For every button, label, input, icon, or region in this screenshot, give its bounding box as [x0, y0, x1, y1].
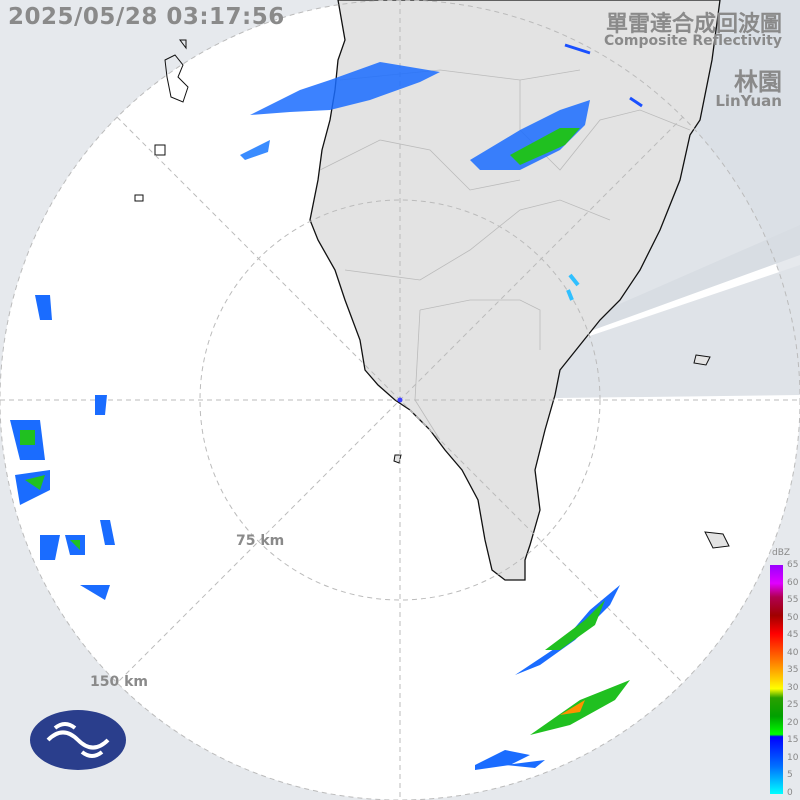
- radar-site-marker: [397, 397, 403, 403]
- legend-tick: 55: [787, 595, 799, 605]
- legend-tick: 65: [787, 560, 799, 570]
- legend-tick: 60: [787, 577, 799, 588]
- legend-tick: 15: [787, 735, 799, 745]
- radar-echoes: [10, 43, 643, 770]
- legend-tick: 5: [787, 770, 793, 780]
- timestamp: 2025/05/28 03:17:56: [8, 4, 285, 30]
- color-legend: dBZ 65 60 55 50 45 40 35 30 25 20 15 10 5 0: [768, 548, 800, 800]
- legend-tick: 20: [787, 717, 799, 728]
- taiwan-land: [309, 0, 721, 581]
- islands: [393, 354, 730, 549]
- station-name-chinese: 林園: [734, 68, 782, 96]
- title-chinese: 單雷達合成回波圖: [605, 12, 782, 37]
- legend-tick: 40: [787, 647, 799, 658]
- legend-color-bar: [770, 565, 783, 794]
- legend-tick: 35: [787, 665, 799, 675]
- legend-unit: dBZ: [772, 548, 791, 558]
- cwa-logo: [30, 710, 126, 770]
- legend-tick: 30: [787, 682, 799, 693]
- legend-tick: 10: [787, 752, 799, 763]
- legend-tick: 45: [787, 630, 799, 640]
- penghu-islands: [134, 39, 189, 202]
- station-name-english: LinYuan: [715, 92, 782, 110]
- range-label-75: 75 km: [236, 533, 285, 549]
- title-english: Composite Reflectivity: [604, 33, 782, 49]
- range-label-150: 150 km: [90, 674, 148, 690]
- legend-tick: 0: [787, 787, 793, 798]
- legend-tick: 25: [787, 700, 799, 710]
- legend-tick: 50: [787, 612, 799, 623]
